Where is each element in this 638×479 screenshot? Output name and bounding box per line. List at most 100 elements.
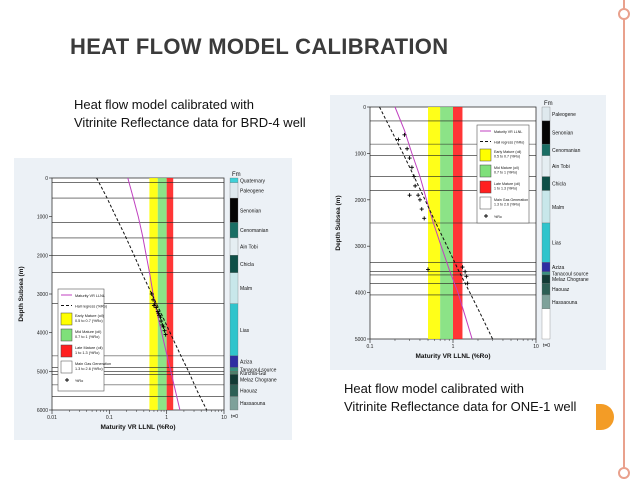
formation-block <box>541 222 551 263</box>
vr-data-point <box>460 265 465 270</box>
legend-series-label: Maturity VR LLNL <box>494 130 522 134</box>
legend-series-label: Hall regress (%Ro) <box>75 305 108 309</box>
x-axis-label: Maturity VR LLNL (%Ro) <box>416 353 491 360</box>
legend-series-label: Hall regress (%Ro) <box>494 141 524 145</box>
legend-zone-swatch <box>479 180 492 194</box>
caption-right-line1: Heat flow model calibrated with <box>344 381 524 396</box>
y-axis-label: Depth Subsea (m) <box>18 266 25 321</box>
formation-block <box>541 155 551 177</box>
vr-data-point <box>407 193 412 198</box>
formation-label: Quaternary <box>240 178 266 184</box>
y-tick-label: 1000 <box>355 151 366 157</box>
y-tick-label: 0 <box>363 105 366 111</box>
formation-block <box>229 255 239 273</box>
vr-data-point <box>151 297 156 302</box>
legend-zone-range: 1 to 1.3 (%Ro) <box>75 351 100 355</box>
maturity-zone-band <box>157 178 167 410</box>
formation-block <box>229 371 239 375</box>
caption-right-line2: Vitrinite Reflectance data for ONE-1 wel… <box>344 399 577 414</box>
y-tick-label: 5000 <box>355 337 366 343</box>
x-tick-label: 10 <box>221 415 227 421</box>
formation-column-header: Fm <box>544 101 553 107</box>
vr-data-point <box>154 305 159 310</box>
legend-zone-range: 1 to 1.3 (%Ro) <box>494 187 517 191</box>
legend-zone-range: 0.5 to 0.7 (%Ro) <box>75 319 103 323</box>
y-tick-label: 2000 <box>37 253 48 259</box>
formation-label: Melaz Chograne <box>552 277 589 283</box>
formation-block <box>229 367 239 372</box>
formation-label: Senonian <box>552 131 573 137</box>
x-tick-label: 0.01 <box>47 415 57 421</box>
vr-data-point <box>159 319 164 324</box>
caption-left-line1: Heat flow model calibrated with <box>74 97 254 112</box>
formation-label: Haouaz <box>240 389 258 395</box>
formation-label: Haouaz <box>552 287 570 293</box>
legend-zone-label: Mid Mature (oil) <box>75 330 102 334</box>
y-tick-label: 6000 <box>37 408 48 414</box>
formation-block <box>541 271 551 276</box>
x-tick-label: 1 <box>452 344 455 350</box>
formation-label: Lias <box>240 328 250 334</box>
legend-zone-label: Mid Mature (oil) <box>494 166 519 170</box>
caption-left: Heat flow model calibrated with Vitrinit… <box>74 96 306 132</box>
legend-zone-label: Late Mature (oil) <box>494 182 520 186</box>
formation-label: Lias <box>552 241 562 247</box>
formation-label: Ain Tobi <box>552 164 570 170</box>
y-tick-label: 1000 <box>37 215 48 221</box>
legend-vr-label: %Ro <box>494 215 502 219</box>
formation-label: Senonian <box>240 208 261 214</box>
formation-label: Cenomanian <box>240 228 269 234</box>
vr-data-point <box>162 328 167 333</box>
x-axis-label: Maturity VR LLNL (%Ro) <box>101 424 176 431</box>
formation-block <box>229 303 239 357</box>
formation-label: Paleogene <box>240 188 264 194</box>
formation-label: Tanacoul source <box>552 271 589 277</box>
vr-data-point <box>413 183 418 188</box>
y-tick-label: 2000 <box>355 198 366 204</box>
vr-data-point <box>152 301 157 306</box>
formation-block <box>541 176 551 191</box>
formation-block <box>229 177 239 183</box>
slide-title: HEAT FLOW MODEL CALIBRATION <box>70 34 449 59</box>
vr-data-point <box>155 309 160 314</box>
y-tick-label: 3000 <box>37 292 48 298</box>
vr-data-point <box>151 303 156 308</box>
maturity-zone-band <box>166 178 174 410</box>
y-tick-label: 0 <box>45 176 48 182</box>
legend-zone-swatch <box>479 164 492 178</box>
caption-left-line2: Vitrinite Reflectance data for BRD-4 wel… <box>74 115 306 130</box>
formation-block-empty <box>541 308 551 340</box>
vr-data-point <box>163 332 168 337</box>
vr-data-point <box>405 146 410 151</box>
formation-block <box>229 272 239 304</box>
formation-block <box>229 182 239 199</box>
series-line <box>379 106 494 340</box>
formation-label: Cenomanian <box>552 148 581 154</box>
legend-vr-marker <box>65 378 69 382</box>
formation-block <box>229 197 239 223</box>
formation-block <box>541 143 551 156</box>
formation-label: Kurchla-Gul <box>240 371 266 377</box>
formation-label: Hassaouna <box>240 401 266 407</box>
formation-column-header: Fm <box>232 172 241 178</box>
x-tick-label: 0.1 <box>106 415 113 421</box>
vr-data-point <box>409 165 414 170</box>
formation-label: Aziza <box>240 360 252 366</box>
formation-label: Paleogene <box>552 112 576 118</box>
caption-right: Heat flow model calibrated with Vitrinit… <box>344 380 576 416</box>
legend-zone-label: Late Mature (oil) <box>75 346 103 350</box>
formation-block <box>541 274 551 284</box>
formation-block <box>541 120 551 145</box>
formation-label: Chicla <box>552 182 566 188</box>
legend-zone-swatch <box>479 148 492 162</box>
x-tick-label: 0.1 <box>367 344 374 350</box>
time-label: t=0 <box>543 343 550 349</box>
y-tick-label: 4000 <box>355 291 366 297</box>
formation-block <box>229 355 239 368</box>
formation-block <box>229 384 239 397</box>
formation-label: Melaz Chograne <box>240 378 277 384</box>
vr-data-point <box>465 281 470 286</box>
vr-data-point <box>161 324 166 329</box>
vr-data-point <box>464 274 469 279</box>
